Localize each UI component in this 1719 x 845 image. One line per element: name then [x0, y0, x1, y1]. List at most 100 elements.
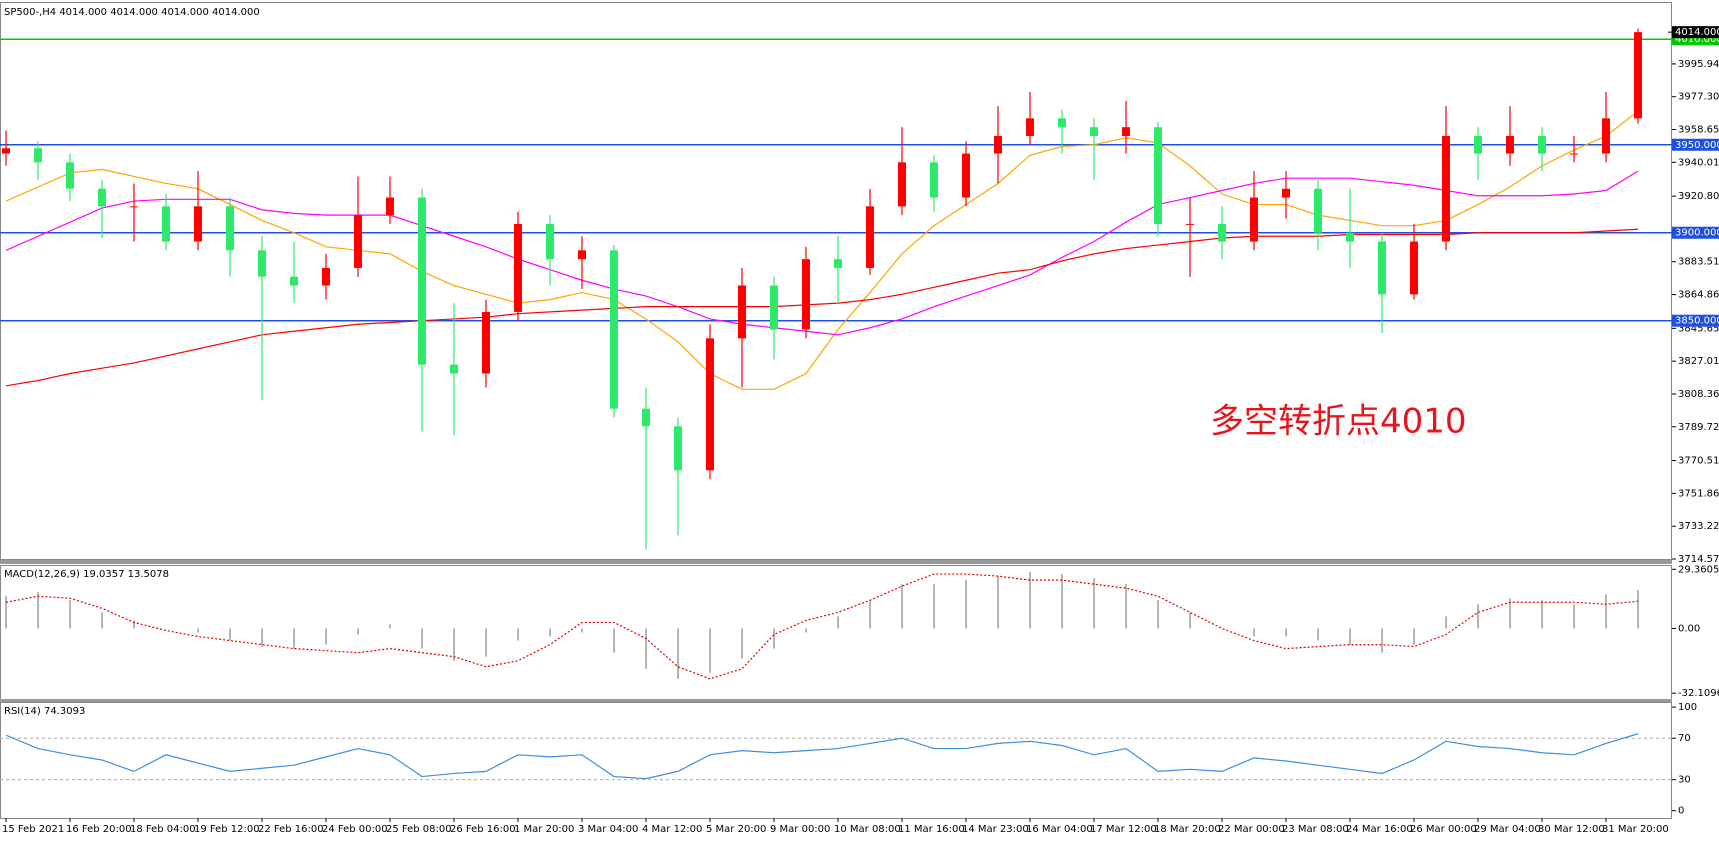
y-tick-label: 3714.575: [1678, 554, 1719, 565]
y-tick-label: 3995.945: [1678, 59, 1719, 70]
candle-body: [2, 148, 10, 154]
x-tick-label: 24 Mar 16:00: [1346, 824, 1413, 835]
candle-body: [514, 223, 522, 312]
candle-body: [258, 250, 266, 277]
candle-body: [1058, 118, 1066, 128]
candle-body: [1250, 197, 1258, 242]
y-tick-label: 3977.300: [1678, 92, 1719, 103]
candle-body: [418, 197, 426, 365]
x-tick-label: 29 Mar 04:00: [1474, 824, 1541, 835]
candle-body: [386, 197, 394, 216]
candle-body: [866, 206, 874, 268]
y-tick-label: 3733.220: [1678, 521, 1719, 532]
candle-body: [1186, 223, 1194, 225]
x-tick-label: 23 Mar 08:00: [1282, 824, 1349, 835]
level-label: 3950.000: [1675, 140, 1719, 151]
y-tick-label: 3808.365: [1678, 389, 1719, 400]
candle-body: [610, 250, 618, 409]
panel-title: RSI(14) 74.3093: [4, 706, 85, 717]
candle-body: [898, 162, 906, 207]
y-tick-label: 3770.510: [1678, 456, 1719, 467]
candle-body: [1026, 118, 1034, 136]
x-tick-label: 10 Mar 08:00: [834, 824, 901, 835]
candle-body: [322, 267, 330, 286]
last-price-label: 4014.000: [1675, 27, 1719, 38]
x-tick-label: 26 Mar 00:00: [1410, 824, 1477, 835]
panel-separator: [0, 699, 1672, 702]
y-tick-label: 0: [1678, 806, 1684, 817]
candle-body: [674, 426, 682, 471]
y-tick-label: -32.1096: [1678, 688, 1719, 699]
candle-body: [1346, 232, 1354, 242]
candle-body: [642, 408, 650, 427]
y-tick-label: 3827.010: [1678, 356, 1719, 367]
candle-body: [354, 215, 362, 268]
moving-average: [5, 170, 1639, 336]
panel-title: SP500-,H4 4014.000 4014.000 4014.000 401…: [4, 7, 260, 18]
panel-title: MACD(12,26,9) 19.0357 13.5078: [4, 569, 169, 580]
level-label-bg: [1672, 314, 1719, 327]
candle-body: [130, 206, 138, 208]
y-tick-label: 29.3605: [1678, 564, 1719, 575]
x-tick-label: 18 Feb 04:00: [130, 824, 196, 835]
candle-body: [66, 162, 74, 189]
moving-average: [5, 110, 1639, 390]
candle-body: [1122, 127, 1130, 136]
x-tick-label: 22 Feb 16:00: [258, 824, 324, 835]
y-tick-label: 3958.655: [1678, 125, 1719, 136]
price-panel-frame: [0, 2, 1672, 560]
level-label: 4010.000: [1675, 34, 1719, 45]
x-tick-label: 24 Feb 00:00: [322, 824, 388, 835]
candle-body: [162, 206, 170, 242]
level-label-bg: [1672, 138, 1719, 151]
x-tick-label: 11 Mar 16:00: [898, 824, 965, 835]
y-tick-label: 3920.800: [1678, 191, 1719, 202]
candle-body: [98, 188, 106, 207]
y-tick-label: 70: [1678, 733, 1691, 744]
last-price-bg: [1672, 26, 1719, 39]
rsi-line: [5, 733, 1639, 780]
level-label: 3900.000: [1675, 228, 1719, 239]
x-tick-label: 17 Mar 12:00: [1090, 824, 1157, 835]
moving-average: [5, 228, 1639, 387]
candle-body: [1090, 127, 1098, 136]
candle-body: [1378, 241, 1386, 295]
candle-body: [834, 259, 842, 268]
x-tick-label: 30 Mar 12:00: [1538, 824, 1605, 835]
x-tick-label: 22 Mar 00:00: [1218, 824, 1285, 835]
candle-body: [962, 153, 970, 198]
y-tick-label: 3864.865: [1678, 290, 1719, 301]
candle-body: [930, 162, 938, 198]
x-tick-label: 18 Mar 20:00: [1154, 824, 1221, 835]
candle-body: [482, 311, 490, 374]
level-label: 3850.000: [1675, 316, 1719, 327]
candle-body: [34, 148, 42, 163]
candle-body: [1282, 188, 1290, 198]
y-tick-label: 3883.510: [1678, 257, 1719, 268]
x-tick-label: 15 Feb 2021: [2, 824, 64, 835]
candle-body: [1154, 127, 1162, 224]
annotation: 多空转折点4010: [1210, 402, 1467, 442]
y-tick-label: 3789.720: [1678, 422, 1719, 433]
candle-body: [1474, 135, 1482, 154]
candle-body: [1602, 118, 1610, 154]
x-tick-label: 14 Mar 23:00: [962, 824, 1029, 835]
y-tick-label: 3940.010: [1678, 157, 1719, 168]
candle-body: [450, 364, 458, 374]
x-tick-label: 26 Feb 16:00: [450, 824, 516, 835]
x-tick-label: 9 Mar 00:00: [770, 824, 830, 835]
x-tick-label: 31 Mar 20:00: [1602, 824, 1669, 835]
candle-body: [546, 223, 554, 260]
y-tick-label: 3845.655: [1678, 323, 1719, 334]
candle-body: [1570, 153, 1578, 155]
candle-body: [1218, 223, 1226, 242]
candle-body: [770, 285, 778, 330]
level-label-bg: [1672, 226, 1719, 239]
rsi-panel-frame: [0, 702, 1672, 819]
candle-body: [706, 338, 714, 471]
candle-body: [1506, 135, 1514, 154]
x-tick-label: 5 Mar 20:00: [706, 824, 766, 835]
macd-signal: [5, 573, 1639, 680]
candle-body: [290, 276, 298, 286]
